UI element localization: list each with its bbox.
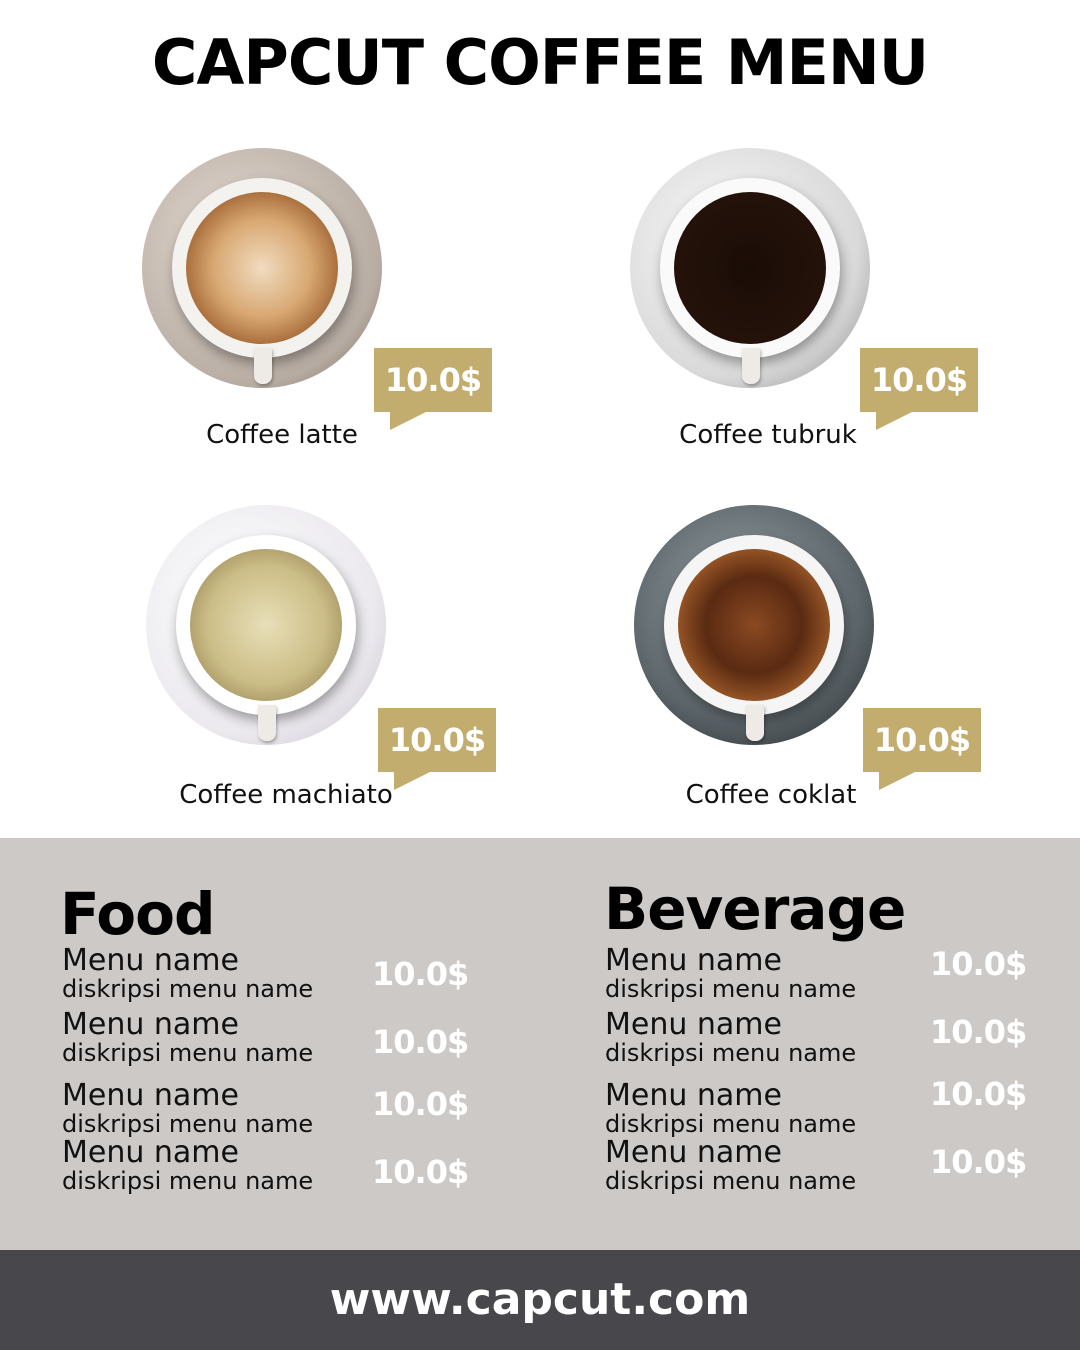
food-price: 10.0$ — [372, 1153, 469, 1191]
beverage-heading: Beverage — [604, 875, 906, 943]
coffee-machiato-image — [146, 505, 386, 745]
food-price: 10.0$ — [372, 1023, 469, 1061]
coffee-name-latte: Coffee latte — [206, 420, 358, 450]
beverage-price: 10.0$ — [930, 1075, 1027, 1113]
beverage-price: 10.0$ — [930, 945, 1027, 983]
beverage-item: Menu name diskripsi menu name — [605, 1078, 857, 1138]
menu-list-section — [0, 838, 1080, 1250]
coffee-tubruk-image — [630, 148, 870, 388]
coffee-name-machiato: Coffee machiato — [179, 780, 393, 810]
food-item: Menu name diskripsi menu name — [62, 943, 314, 1003]
coffee-name-tubruk: Coffee tubruk — [679, 420, 857, 450]
food-price: 10.0$ — [372, 955, 469, 993]
price-tag-latte: 10.0$ — [374, 348, 492, 430]
beverage-price: 10.0$ — [930, 1143, 1027, 1181]
beverage-item: Menu name diskripsi menu name — [605, 943, 857, 1003]
beverage-item: Menu name diskripsi menu name — [605, 1135, 857, 1195]
footer-website-link[interactable]: www.capcut.com — [0, 1250, 1080, 1350]
price-tag-machiato: 10.0$ — [378, 708, 496, 790]
coffee-coklat-image — [634, 505, 874, 745]
coffee-name-coklat: Coffee coklat — [685, 780, 857, 810]
beverage-item: Menu name diskripsi menu name — [605, 1007, 857, 1067]
food-item: Menu name diskripsi menu name — [62, 1007, 314, 1067]
beverage-price: 10.0$ — [930, 1013, 1027, 1051]
food-item: Menu name diskripsi menu name — [62, 1078, 314, 1138]
food-heading: Food — [60, 880, 215, 948]
food-item: Menu name diskripsi menu name — [62, 1135, 314, 1195]
coffee-latte-image — [142, 148, 382, 388]
price-tag-tubruk: 10.0$ — [860, 348, 978, 430]
page-title: CAPCUT COFFEE MENU — [151, 26, 929, 99]
price-tag-coklat: 10.0$ — [863, 708, 981, 790]
food-price: 10.0$ — [372, 1085, 469, 1123]
